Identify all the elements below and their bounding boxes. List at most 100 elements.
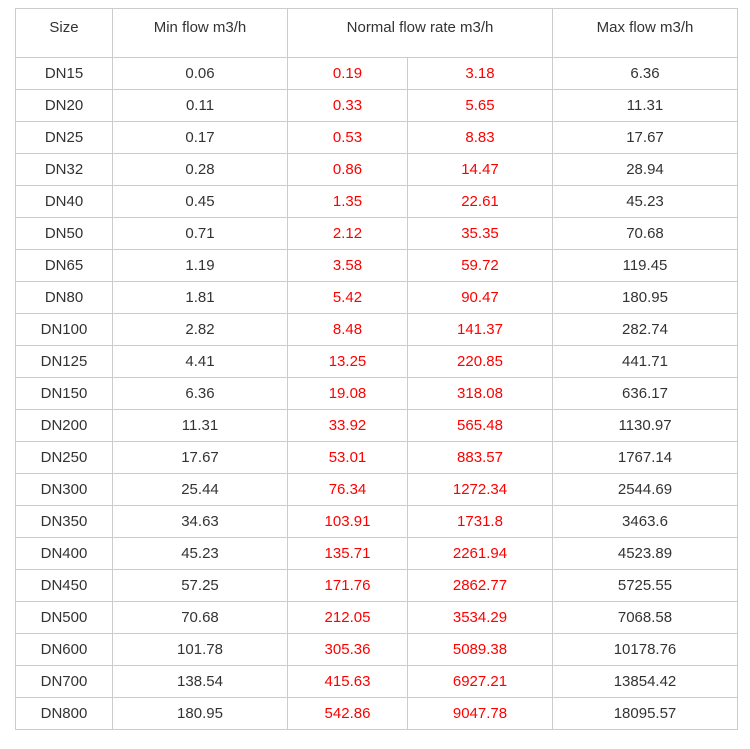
- normal-flow-low-cell: 542.86: [287, 697, 408, 730]
- min-flow-cell: 25.44: [112, 473, 288, 506]
- max-flow-cell: 2544.69: [552, 473, 738, 506]
- min-flow-cell: 0.45: [112, 185, 288, 218]
- col-header-max-flow: Max flow m3/h: [552, 8, 738, 58]
- table-row: DN800 180.95 542.86 9047.78 18095.57: [15, 697, 738, 730]
- normal-flow-low-cell: 212.05: [287, 601, 408, 634]
- table-header-row: Size Min flow m3/h Normal flow rate m3/h…: [15, 8, 738, 58]
- normal-flow-low-cell: 3.58: [287, 249, 408, 282]
- min-flow-cell: 180.95: [112, 697, 288, 730]
- normal-flow-low-cell: 415.63: [287, 665, 408, 698]
- table-row: DN15 0.06 0.19 3.18 6.36: [15, 57, 738, 90]
- table-row: DN350 34.63 103.91 1731.8 3463.6: [15, 505, 738, 538]
- max-flow-cell: 119.45: [552, 249, 738, 282]
- min-flow-cell: 4.41: [112, 345, 288, 378]
- normal-flow-low-cell: 2.12: [287, 217, 408, 250]
- size-cell: DN800: [15, 697, 113, 730]
- normal-flow-high-cell: 90.47: [407, 281, 553, 314]
- normal-flow-low-cell: 0.53: [287, 121, 408, 154]
- max-flow-cell: 6.36: [552, 57, 738, 90]
- normal-flow-low-cell: 5.42: [287, 281, 408, 314]
- table-row: DN40 0.45 1.35 22.61 45.23: [15, 185, 738, 218]
- max-flow-cell: 441.71: [552, 345, 738, 378]
- max-flow-cell: 1767.14: [552, 441, 738, 474]
- min-flow-cell: 0.11: [112, 89, 288, 122]
- size-cell: DN100: [15, 313, 113, 346]
- table-row: DN400 45.23 135.71 2261.94 4523.89: [15, 537, 738, 570]
- size-cell: DN50: [15, 217, 113, 250]
- table-row: DN20 0.11 0.33 5.65 11.31: [15, 89, 738, 122]
- max-flow-cell: 282.74: [552, 313, 738, 346]
- min-flow-cell: 138.54: [112, 665, 288, 698]
- max-flow-cell: 636.17: [552, 377, 738, 410]
- normal-flow-high-cell: 3.18: [407, 57, 553, 90]
- normal-flow-low-cell: 33.92: [287, 409, 408, 442]
- max-flow-cell: 5725.55: [552, 569, 738, 602]
- normal-flow-low-cell: 8.48: [287, 313, 408, 346]
- max-flow-cell: 1130.97: [552, 409, 738, 442]
- normal-flow-high-cell: 2261.94: [407, 537, 553, 570]
- table-row: DN450 57.25 171.76 2862.77 5725.55: [15, 569, 738, 602]
- max-flow-cell: 7068.58: [552, 601, 738, 634]
- size-cell: DN25: [15, 121, 113, 154]
- normal-flow-high-cell: 141.37: [407, 313, 553, 346]
- min-flow-cell: 2.82: [112, 313, 288, 346]
- table-body: DN15 0.06 0.19 3.18 6.36 DN20 0.11 0.33 5.65 11.3…: [15, 57, 738, 730]
- size-cell: DN150: [15, 377, 113, 410]
- normal-flow-high-cell: 3534.29: [407, 601, 553, 634]
- normal-flow-high-cell: 9047.78: [407, 697, 553, 730]
- table-row: DN500 70.68 212.05 3534.29 7068.58: [15, 601, 738, 634]
- table-row: DN300 25.44 76.34 1272.34 2544.69: [15, 473, 738, 506]
- max-flow-cell: 3463.6: [552, 505, 738, 538]
- normal-flow-high-cell: 220.85: [407, 345, 553, 378]
- size-cell: DN125: [15, 345, 113, 378]
- normal-flow-high-cell: 1731.8: [407, 505, 553, 538]
- min-flow-cell: 1.19: [112, 249, 288, 282]
- flow-rate-table: Size Min flow m3/h Normal flow rate m3/h…: [15, 8, 738, 730]
- normal-flow-high-cell: 35.35: [407, 217, 553, 250]
- max-flow-cell: 180.95: [552, 281, 738, 314]
- table-row: DN600 101.78 305.36 5089.38 10178.76: [15, 633, 738, 666]
- size-cell: DN20: [15, 89, 113, 122]
- size-cell: DN65: [15, 249, 113, 282]
- size-cell: DN300: [15, 473, 113, 506]
- col-header-size: Size: [15, 8, 113, 58]
- normal-flow-high-cell: 565.48: [407, 409, 553, 442]
- size-cell: DN600: [15, 633, 113, 666]
- size-cell: DN700: [15, 665, 113, 698]
- max-flow-cell: 10178.76: [552, 633, 738, 666]
- size-cell: DN32: [15, 153, 113, 186]
- min-flow-cell: 0.06: [112, 57, 288, 90]
- normal-flow-high-cell: 8.83: [407, 121, 553, 154]
- normal-flow-low-cell: 305.36: [287, 633, 408, 666]
- normal-flow-low-cell: 135.71: [287, 537, 408, 570]
- table-row: DN80 1.81 5.42 90.47 180.95: [15, 281, 738, 314]
- normal-flow-low-cell: 53.01: [287, 441, 408, 474]
- size-cell: DN15: [15, 57, 113, 90]
- normal-flow-high-cell: 1272.34: [407, 473, 553, 506]
- min-flow-cell: 45.23: [112, 537, 288, 570]
- normal-flow-low-cell: 76.34: [287, 473, 408, 506]
- size-cell: DN450: [15, 569, 113, 602]
- size-cell: DN400: [15, 537, 113, 570]
- normal-flow-low-cell: 0.86: [287, 153, 408, 186]
- normal-flow-low-cell: 0.19: [287, 57, 408, 90]
- max-flow-cell: 11.31: [552, 89, 738, 122]
- min-flow-cell: 0.28: [112, 153, 288, 186]
- size-cell: DN200: [15, 409, 113, 442]
- normal-flow-high-cell: 883.57: [407, 441, 553, 474]
- size-cell: DN500: [15, 601, 113, 634]
- table-row: DN150 6.36 19.08 318.08 636.17: [15, 377, 738, 410]
- table-row: DN200 11.31 33.92 565.48 1130.97: [15, 409, 738, 442]
- min-flow-cell: 1.81: [112, 281, 288, 314]
- max-flow-cell: 28.94: [552, 153, 738, 186]
- max-flow-cell: 45.23: [552, 185, 738, 218]
- table-row: DN100 2.82 8.48 141.37 282.74: [15, 313, 738, 346]
- min-flow-cell: 0.17: [112, 121, 288, 154]
- table-row: DN50 0.71 2.12 35.35 70.68: [15, 217, 738, 250]
- table-row: DN25 0.17 0.53 8.83 17.67: [15, 121, 738, 154]
- min-flow-cell: 101.78: [112, 633, 288, 666]
- max-flow-cell: 70.68: [552, 217, 738, 250]
- normal-flow-high-cell: 2862.77: [407, 569, 553, 602]
- size-cell: DN250: [15, 441, 113, 474]
- normal-flow-high-cell: 5089.38: [407, 633, 553, 666]
